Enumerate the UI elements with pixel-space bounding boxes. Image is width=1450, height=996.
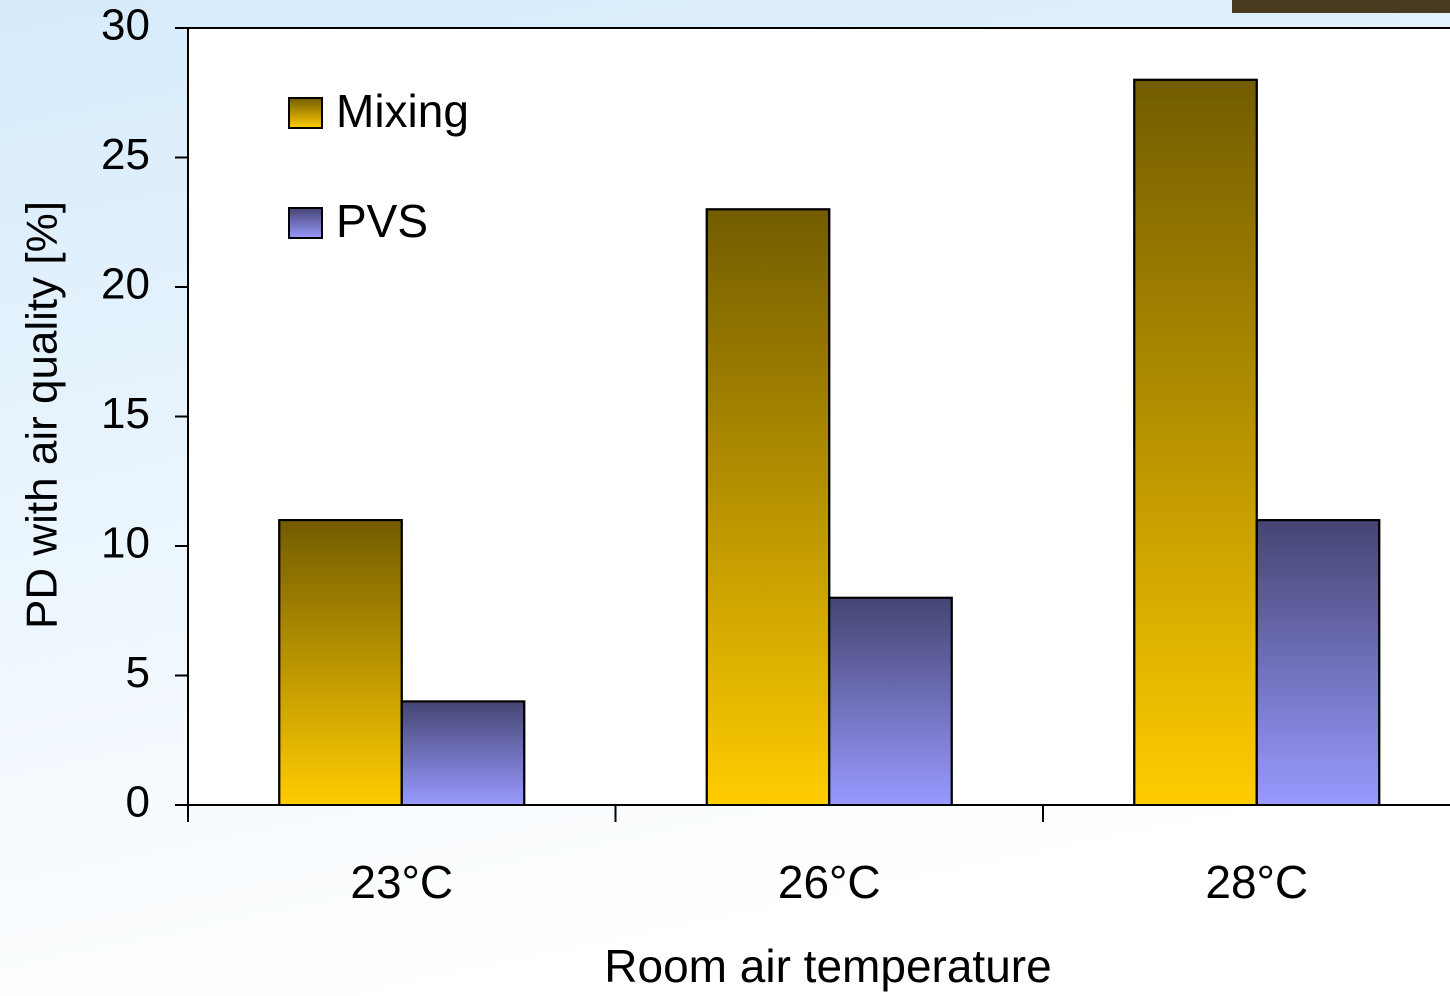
y-tick-label: 0 — [126, 778, 150, 827]
x-tick-label: 23°C — [350, 856, 453, 908]
bar — [402, 701, 525, 805]
legend-swatch-shade — [289, 98, 322, 128]
y-tick-label: 5 — [126, 648, 150, 697]
y-tick-label: 30 — [101, 1, 150, 50]
bar — [1257, 520, 1380, 805]
y-axis-label: PD with air quality [%] — [18, 201, 67, 629]
chart: PD with air quality [%] Room air tempera… — [0, 0, 1450, 996]
legend-label: Mixing — [336, 85, 469, 137]
legend-swatch-shade — [289, 208, 322, 238]
photo-edge — [1232, 0, 1450, 13]
y-tick-label: 15 — [101, 389, 150, 438]
x-axis-label: Room air temperature — [604, 940, 1051, 992]
legend-label: PVS — [336, 195, 428, 247]
bar — [707, 209, 830, 805]
bar — [829, 598, 952, 805]
x-tick-label: 26°C — [778, 856, 881, 908]
page: {"chart_data": {"type": "bar", "xlabel":… — [0, 0, 1450, 996]
bar — [1134, 80, 1257, 805]
bar — [279, 520, 402, 805]
y-tick-label: 10 — [101, 519, 150, 568]
x-tick-label: 28°C — [1205, 856, 1308, 908]
y-tick-label: 20 — [101, 260, 150, 309]
y-tick-label: 25 — [101, 130, 150, 179]
